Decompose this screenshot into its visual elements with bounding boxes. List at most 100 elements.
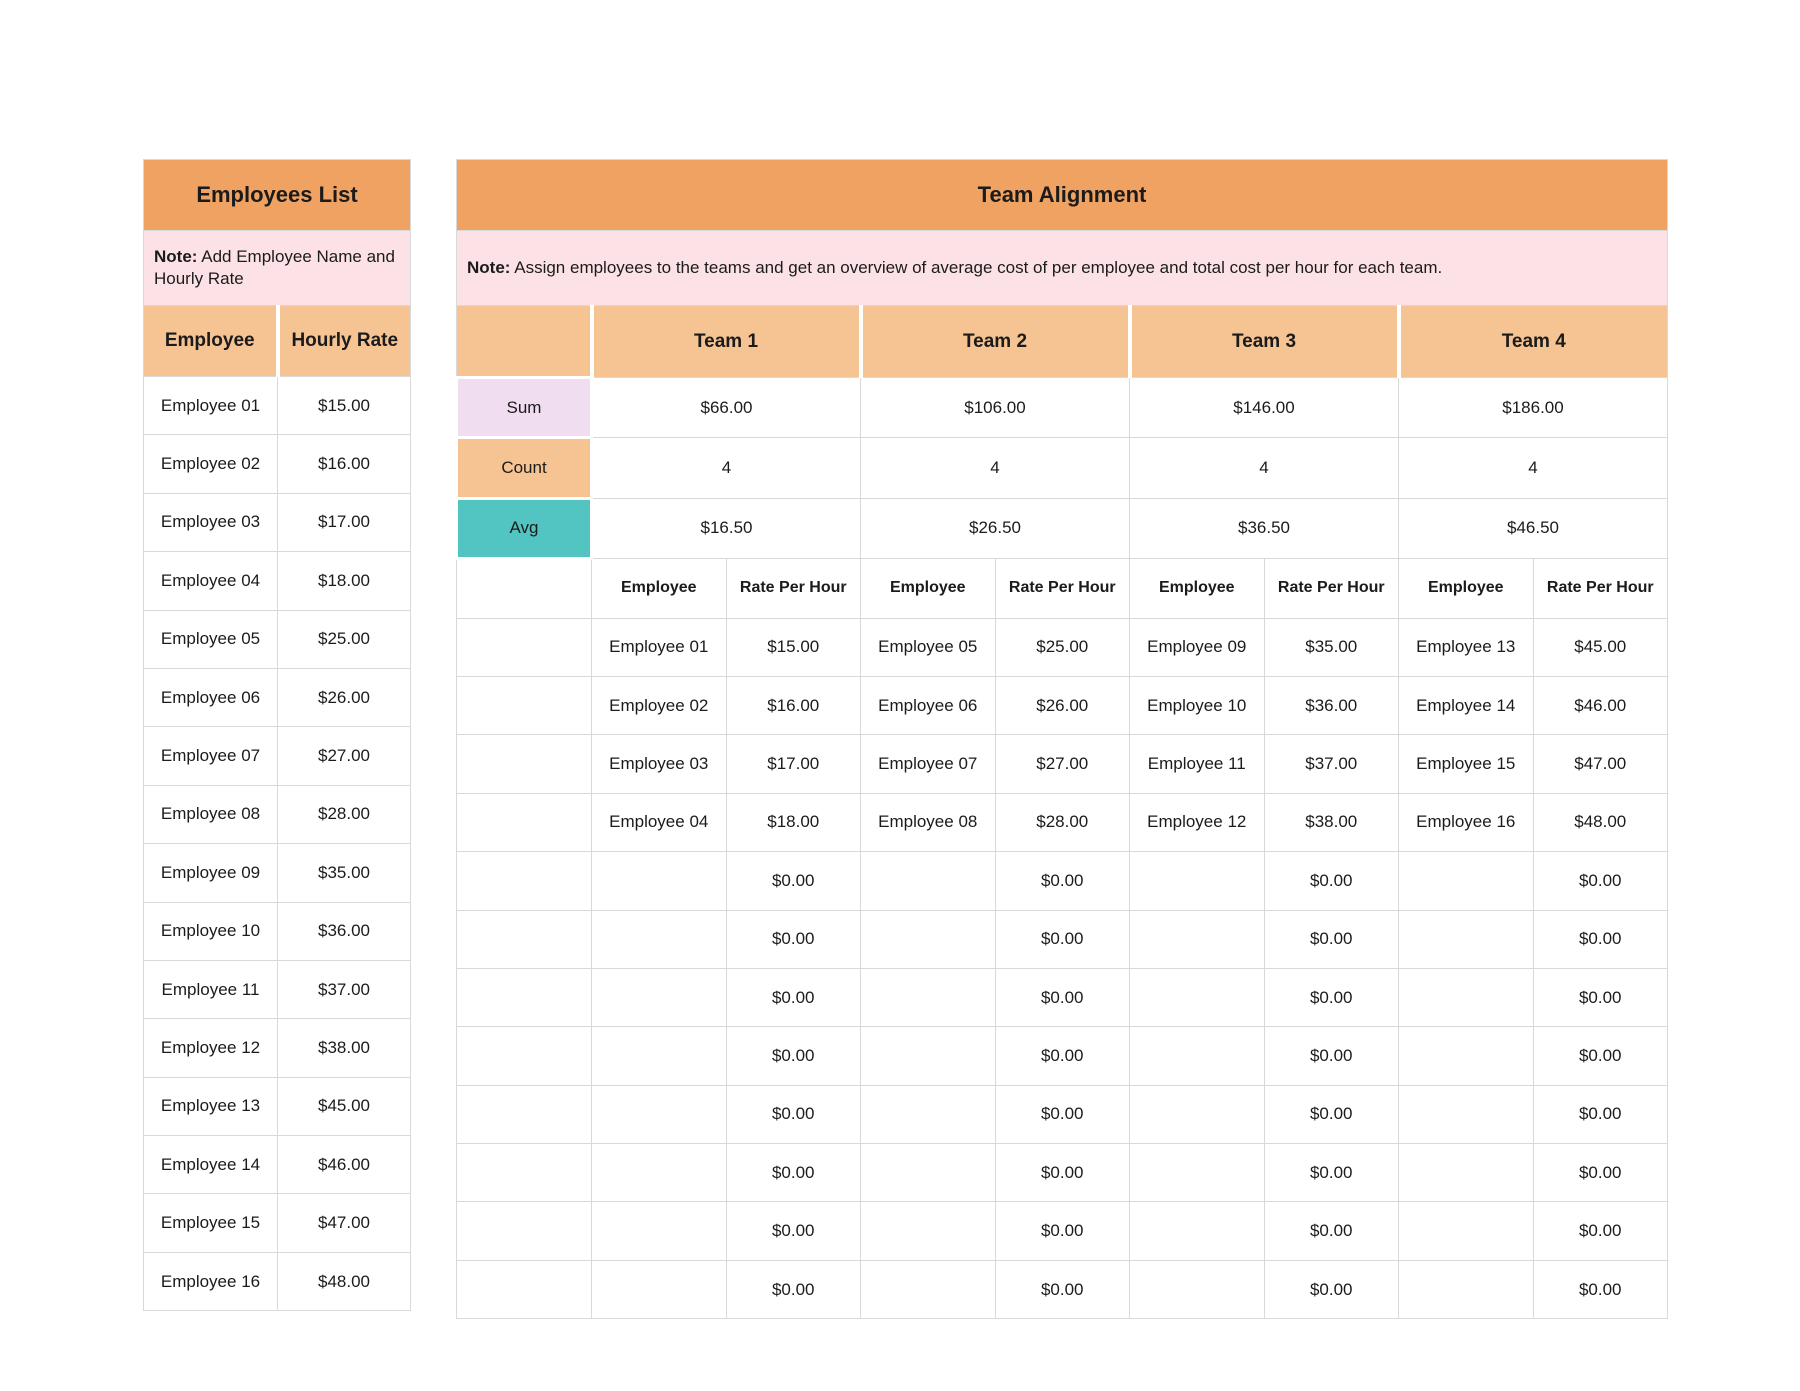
rate-per-hour-cell[interactable]: $15.00	[726, 618, 861, 676]
team-employee-cell[interactable]: Employee 12	[1130, 793, 1265, 851]
team-employee-cell[interactable]	[861, 910, 996, 968]
rate-per-hour-cell[interactable]: $0.00	[1264, 1085, 1399, 1143]
sum-value-cell[interactable]: $186.00	[1399, 378, 1668, 438]
rate-per-hour-cell[interactable]: $0.00	[1533, 910, 1668, 968]
count-value-cell[interactable]: 4	[861, 438, 1130, 498]
team-employee-cell[interactable]	[861, 852, 996, 910]
rate-per-hour-cell[interactable]: $0.00	[1533, 1260, 1668, 1318]
team-employee-cell[interactable]	[1130, 968, 1265, 1026]
employee-name-cell[interactable]: Employee 06	[144, 668, 278, 726]
rate-per-hour-cell[interactable]: $0.00	[995, 968, 1130, 1026]
count-value-cell[interactable]: 4	[592, 438, 861, 498]
employee-name-cell[interactable]: Employee 01	[144, 377, 278, 435]
rate-per-hour-cell[interactable]: $17.00	[726, 735, 861, 793]
hourly-rate-cell[interactable]: $35.00	[278, 844, 411, 902]
rate-per-hour-cell[interactable]: $0.00	[1264, 910, 1399, 968]
hourly-rate-cell[interactable]: $48.00	[278, 1252, 411, 1310]
team-employee-cell[interactable]: Employee 09	[1130, 618, 1265, 676]
team-employee-cell[interactable]	[861, 968, 996, 1026]
team-employee-cell[interactable]: Employee 10	[1130, 676, 1265, 734]
team-employee-cell[interactable]	[592, 910, 727, 968]
rate-per-hour-cell[interactable]: $37.00	[1264, 735, 1399, 793]
avg-value-cell[interactable]: $16.50	[592, 498, 861, 558]
rate-per-hour-cell[interactable]: $0.00	[1264, 1027, 1399, 1085]
sum-value-cell[interactable]: $66.00	[592, 378, 861, 438]
team-employee-cell[interactable]: Employee 14	[1399, 676, 1534, 734]
rate-per-hour-cell[interactable]: $0.00	[1533, 1085, 1668, 1143]
team-employee-cell[interactable]	[861, 1144, 996, 1202]
rate-per-hour-cell[interactable]: $0.00	[726, 852, 861, 910]
team-employee-cell[interactable]: Employee 04	[592, 793, 727, 851]
employee-name-cell[interactable]: Employee 14	[144, 1136, 278, 1194]
rate-per-hour-cell[interactable]: $0.00	[726, 968, 861, 1026]
team-employee-cell[interactable]: Employee 11	[1130, 735, 1265, 793]
avg-value-cell[interactable]: $46.50	[1399, 498, 1668, 558]
team-employee-cell[interactable]	[1399, 968, 1534, 1026]
rate-per-hour-cell[interactable]: $36.00	[1264, 676, 1399, 734]
rate-per-hour-cell[interactable]: $38.00	[1264, 793, 1399, 851]
team-employee-cell[interactable]	[592, 968, 727, 1026]
team-employee-cell[interactable]	[592, 1085, 727, 1143]
team-employee-cell[interactable]	[861, 1202, 996, 1260]
rate-per-hour-cell[interactable]: $0.00	[995, 1027, 1130, 1085]
team-employee-cell[interactable]: Employee 15	[1399, 735, 1534, 793]
rate-per-hour-cell[interactable]: $0.00	[1533, 1202, 1668, 1260]
rate-per-hour-cell[interactable]: $0.00	[726, 1144, 861, 1202]
team-employee-cell[interactable]: Employee 13	[1399, 618, 1534, 676]
team-employee-cell[interactable]: Employee 08	[861, 793, 996, 851]
team-employee-cell[interactable]: Employee 16	[1399, 793, 1534, 851]
team-employee-cell[interactable]	[1130, 910, 1265, 968]
hourly-rate-cell[interactable]: $16.00	[278, 435, 411, 493]
rate-per-hour-cell[interactable]: $45.00	[1533, 618, 1668, 676]
team-employee-cell[interactable]	[1130, 1260, 1265, 1318]
hourly-rate-cell[interactable]: $37.00	[278, 960, 411, 1018]
team-employee-cell[interactable]	[592, 852, 727, 910]
team-employee-cell[interactable]	[592, 1202, 727, 1260]
team-employee-cell[interactable]	[1130, 1085, 1265, 1143]
rate-per-hour-cell[interactable]: $0.00	[726, 1202, 861, 1260]
employee-name-cell[interactable]: Employee 11	[144, 960, 278, 1018]
team-employee-cell[interactable]	[1130, 1202, 1265, 1260]
rate-per-hour-cell[interactable]: $47.00	[1533, 735, 1668, 793]
team-employee-cell[interactable]: Employee 03	[592, 735, 727, 793]
rate-per-hour-cell[interactable]: $0.00	[1264, 1260, 1399, 1318]
employee-name-cell[interactable]: Employee 02	[144, 435, 278, 493]
hourly-rate-cell[interactable]: $38.00	[278, 1019, 411, 1077]
employee-name-cell[interactable]: Employee 15	[144, 1194, 278, 1252]
team-employee-cell[interactable]	[861, 1260, 996, 1318]
rate-per-hour-cell[interactable]: $48.00	[1533, 793, 1668, 851]
rate-per-hour-cell[interactable]: $0.00	[995, 1260, 1130, 1318]
rate-per-hour-cell[interactable]: $18.00	[726, 793, 861, 851]
team-employee-cell[interactable]	[861, 1085, 996, 1143]
avg-value-cell[interactable]: $26.50	[861, 498, 1130, 558]
hourly-rate-cell[interactable]: $28.00	[278, 785, 411, 843]
team-employee-cell[interactable]	[1130, 852, 1265, 910]
rate-per-hour-cell[interactable]: $0.00	[726, 1085, 861, 1143]
rate-per-hour-cell[interactable]: $0.00	[1264, 1202, 1399, 1260]
team-employee-cell[interactable]: Employee 05	[861, 618, 996, 676]
employee-name-cell[interactable]: Employee 04	[144, 552, 278, 610]
team-employee-cell[interactable]: Employee 06	[861, 676, 996, 734]
employee-name-cell[interactable]: Employee 09	[144, 844, 278, 902]
team-employee-cell[interactable]	[592, 1027, 727, 1085]
rate-per-hour-cell[interactable]: $0.00	[1533, 968, 1668, 1026]
rate-per-hour-cell[interactable]: $26.00	[995, 676, 1130, 734]
hourly-rate-cell[interactable]: $25.00	[278, 610, 411, 668]
rate-per-hour-cell[interactable]: $0.00	[1533, 1027, 1668, 1085]
count-value-cell[interactable]: 4	[1130, 438, 1399, 498]
rate-per-hour-cell[interactable]: $0.00	[1533, 852, 1668, 910]
rate-per-hour-cell[interactable]: $0.00	[1264, 852, 1399, 910]
rate-per-hour-cell[interactable]: $0.00	[1264, 968, 1399, 1026]
employee-name-cell[interactable]: Employee 13	[144, 1077, 278, 1135]
rate-per-hour-cell[interactable]: $25.00	[995, 618, 1130, 676]
rate-per-hour-cell[interactable]: $0.00	[726, 1027, 861, 1085]
rate-per-hour-cell[interactable]: $0.00	[726, 910, 861, 968]
team-employee-cell[interactable]	[1399, 1202, 1534, 1260]
team-employee-cell[interactable]	[1399, 1085, 1534, 1143]
rate-per-hour-cell[interactable]: $0.00	[1264, 1144, 1399, 1202]
employee-name-cell[interactable]: Employee 07	[144, 727, 278, 785]
rate-per-hour-cell[interactable]: $0.00	[1533, 1144, 1668, 1202]
avg-value-cell[interactable]: $36.50	[1130, 498, 1399, 558]
team-employee-cell[interactable]	[1130, 1027, 1265, 1085]
team-employee-cell[interactable]	[1399, 1027, 1534, 1085]
